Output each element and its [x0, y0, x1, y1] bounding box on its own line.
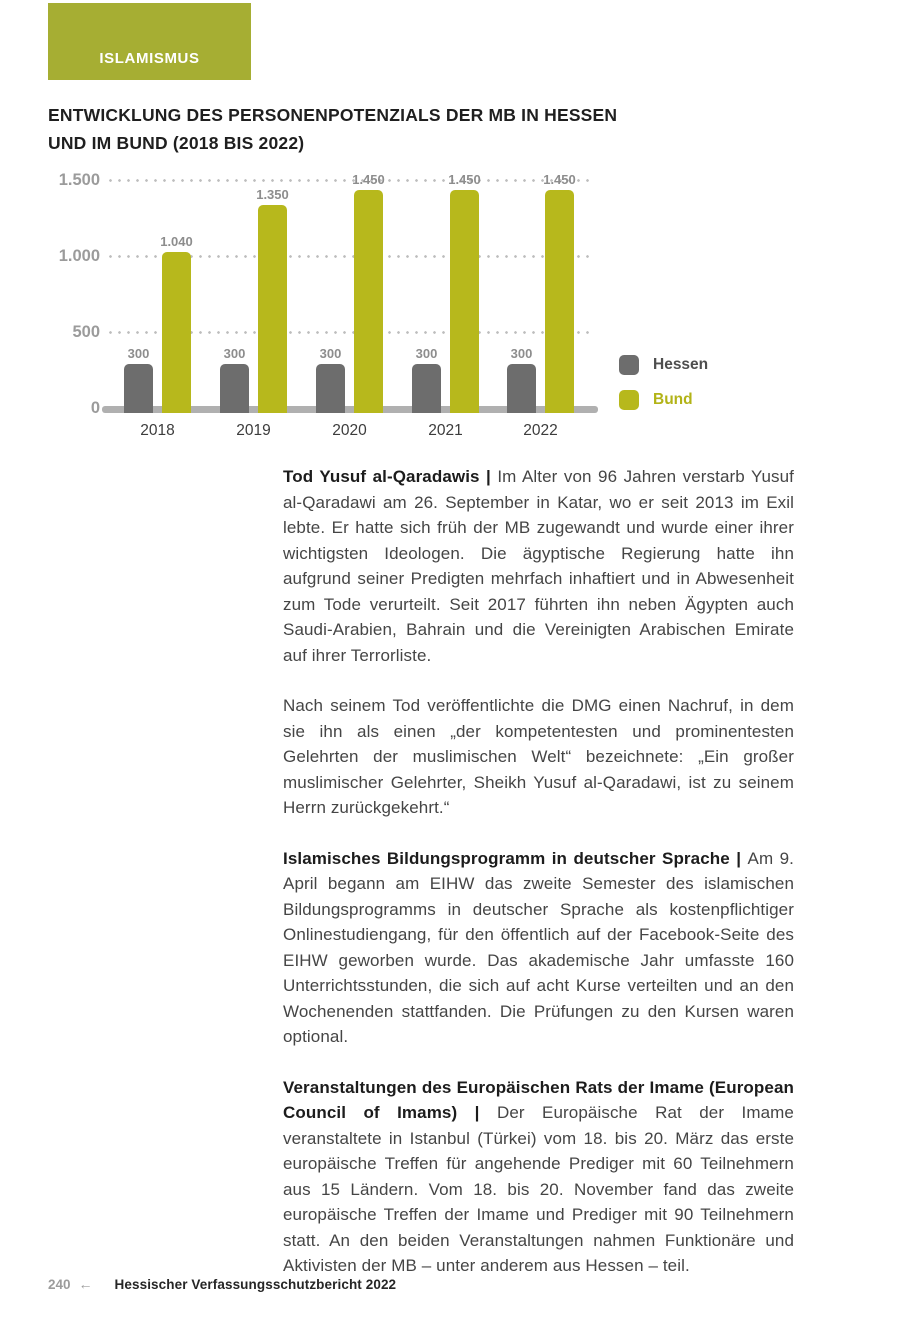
paragraph-body: Der Europäische Rat der Imame veranstalt…: [283, 1103, 794, 1275]
bund-bar-2018: [162, 252, 191, 413]
x-axis-label-2020: 2020: [332, 422, 367, 439]
bar-value-label: 300: [127, 346, 150, 361]
bar-value-label: 300: [415, 346, 438, 361]
paragraph-body: Am 9. April be­gann am EIHW das zweite S…: [283, 848, 794, 1047]
legend-label-hessen: Hessen: [653, 356, 709, 373]
x-axis-label-2021: 2021: [428, 422, 463, 439]
gridline: [106, 254, 590, 258]
paragraph-bildungsprogramm: Islamisches Bildungsprogramm in deutsche…: [283, 846, 794, 1050]
hessen-bar-2018: [124, 364, 153, 413]
bar-value-label: 300: [319, 346, 342, 361]
bar-value-label: 300: [223, 346, 246, 361]
bund-bar-2021: [450, 190, 479, 413]
bar-value-label: 1.450: [448, 172, 481, 187]
chart-title-line1: ENTWICKLUNG DES PERSONENPOTENZIALS DER M…: [48, 105, 618, 125]
bund-bar-2022: [545, 190, 574, 413]
chart-title-line2: UND IM BUND (2018 BIS 2022): [48, 133, 305, 153]
paragraph-lead: Tod Yusuf al-Qaradawis |: [283, 467, 498, 486]
hessen-swatch-icon: [619, 355, 639, 375]
hessen-bar-2021: [412, 364, 441, 413]
page-footer: 240 ← Hessischer Verfassungsschutzberich…: [48, 1276, 396, 1292]
chart-legend: Hessen Bund: [619, 355, 708, 425]
paragraph-lead: Veranstaltungen des Europäischen Rats de…: [283, 1077, 794, 1123]
x-axis-label-2019: 2019: [236, 422, 271, 439]
bund-swatch-icon: [619, 390, 639, 410]
footer-report-title: Hessischer Verfassungsschutzbericht 2022: [114, 1277, 397, 1292]
paragraph-rat-der-imame: Veranstaltungen des Europäischen Rats de…: [283, 1075, 794, 1279]
bar-value-label: 1.450: [543, 172, 576, 187]
y-axis-tick-label: 500: [72, 323, 100, 341]
paragraph-lead: Islamisches Bildungsprogramm in deutsche…: [283, 848, 748, 868]
bar-chart: Hessen Bund 0 500 1.000 1.500 300 1.040 2018 30…: [48, 166, 748, 466]
page-number: 240: [48, 1277, 71, 1292]
bar-value-label: 1.450: [352, 172, 385, 187]
bar-value-label: 1.350: [256, 187, 289, 202]
bar-value-label: 300: [510, 346, 533, 361]
section-tab-label: ISLAMISMUS: [99, 50, 200, 67]
section-tab-islamismus: ISLAMISMUS: [48, 3, 251, 80]
x-axis-label-2018: 2018: [140, 422, 175, 439]
paragraph-body: Im Alter von 96 Jahren verstarb Yusuf al…: [283, 467, 794, 665]
y-axis-tick-label: 1.500: [58, 171, 100, 189]
y-axis-tick-label: 1.000: [58, 247, 100, 265]
gridline: [106, 178, 590, 182]
body-text-column: Tod Yusuf al-Qaradawis | Im Alter von 96…: [283, 464, 794, 1304]
legend-item-hessen: Hessen: [619, 355, 708, 375]
bar-value-label: 1.040: [160, 234, 193, 249]
paragraph-dmg-nachruf: Nach seinem Tod veröffentlichte die DMG …: [283, 693, 794, 821]
paragraph-body: Nach seinem Tod veröffentlichte die DMG …: [283, 696, 794, 817]
hessen-bar-2020: [316, 364, 345, 413]
bund-bar-2020: [354, 190, 383, 413]
gridline: [106, 330, 590, 334]
bund-bar-2019: [258, 205, 287, 413]
x-axis-baseline: [102, 406, 598, 413]
legend-item-bund: Bund: [619, 390, 708, 410]
x-axis-label-2022: 2022: [523, 422, 558, 439]
back-arrow-icon: ←: [78, 1276, 93, 1292]
legend-label-bund: Bund: [653, 391, 693, 408]
hessen-bar-2019: [220, 364, 249, 413]
hessen-bar-2022: [507, 364, 536, 413]
chart-title: ENTWICKLUNG DES PERSONENPOTENZIALS DER M…: [48, 101, 728, 157]
paragraph-qaradawi: Tod Yusuf al-Qaradawis | Im Alter von 96…: [283, 464, 794, 668]
y-axis-tick-label: 0: [90, 399, 100, 417]
